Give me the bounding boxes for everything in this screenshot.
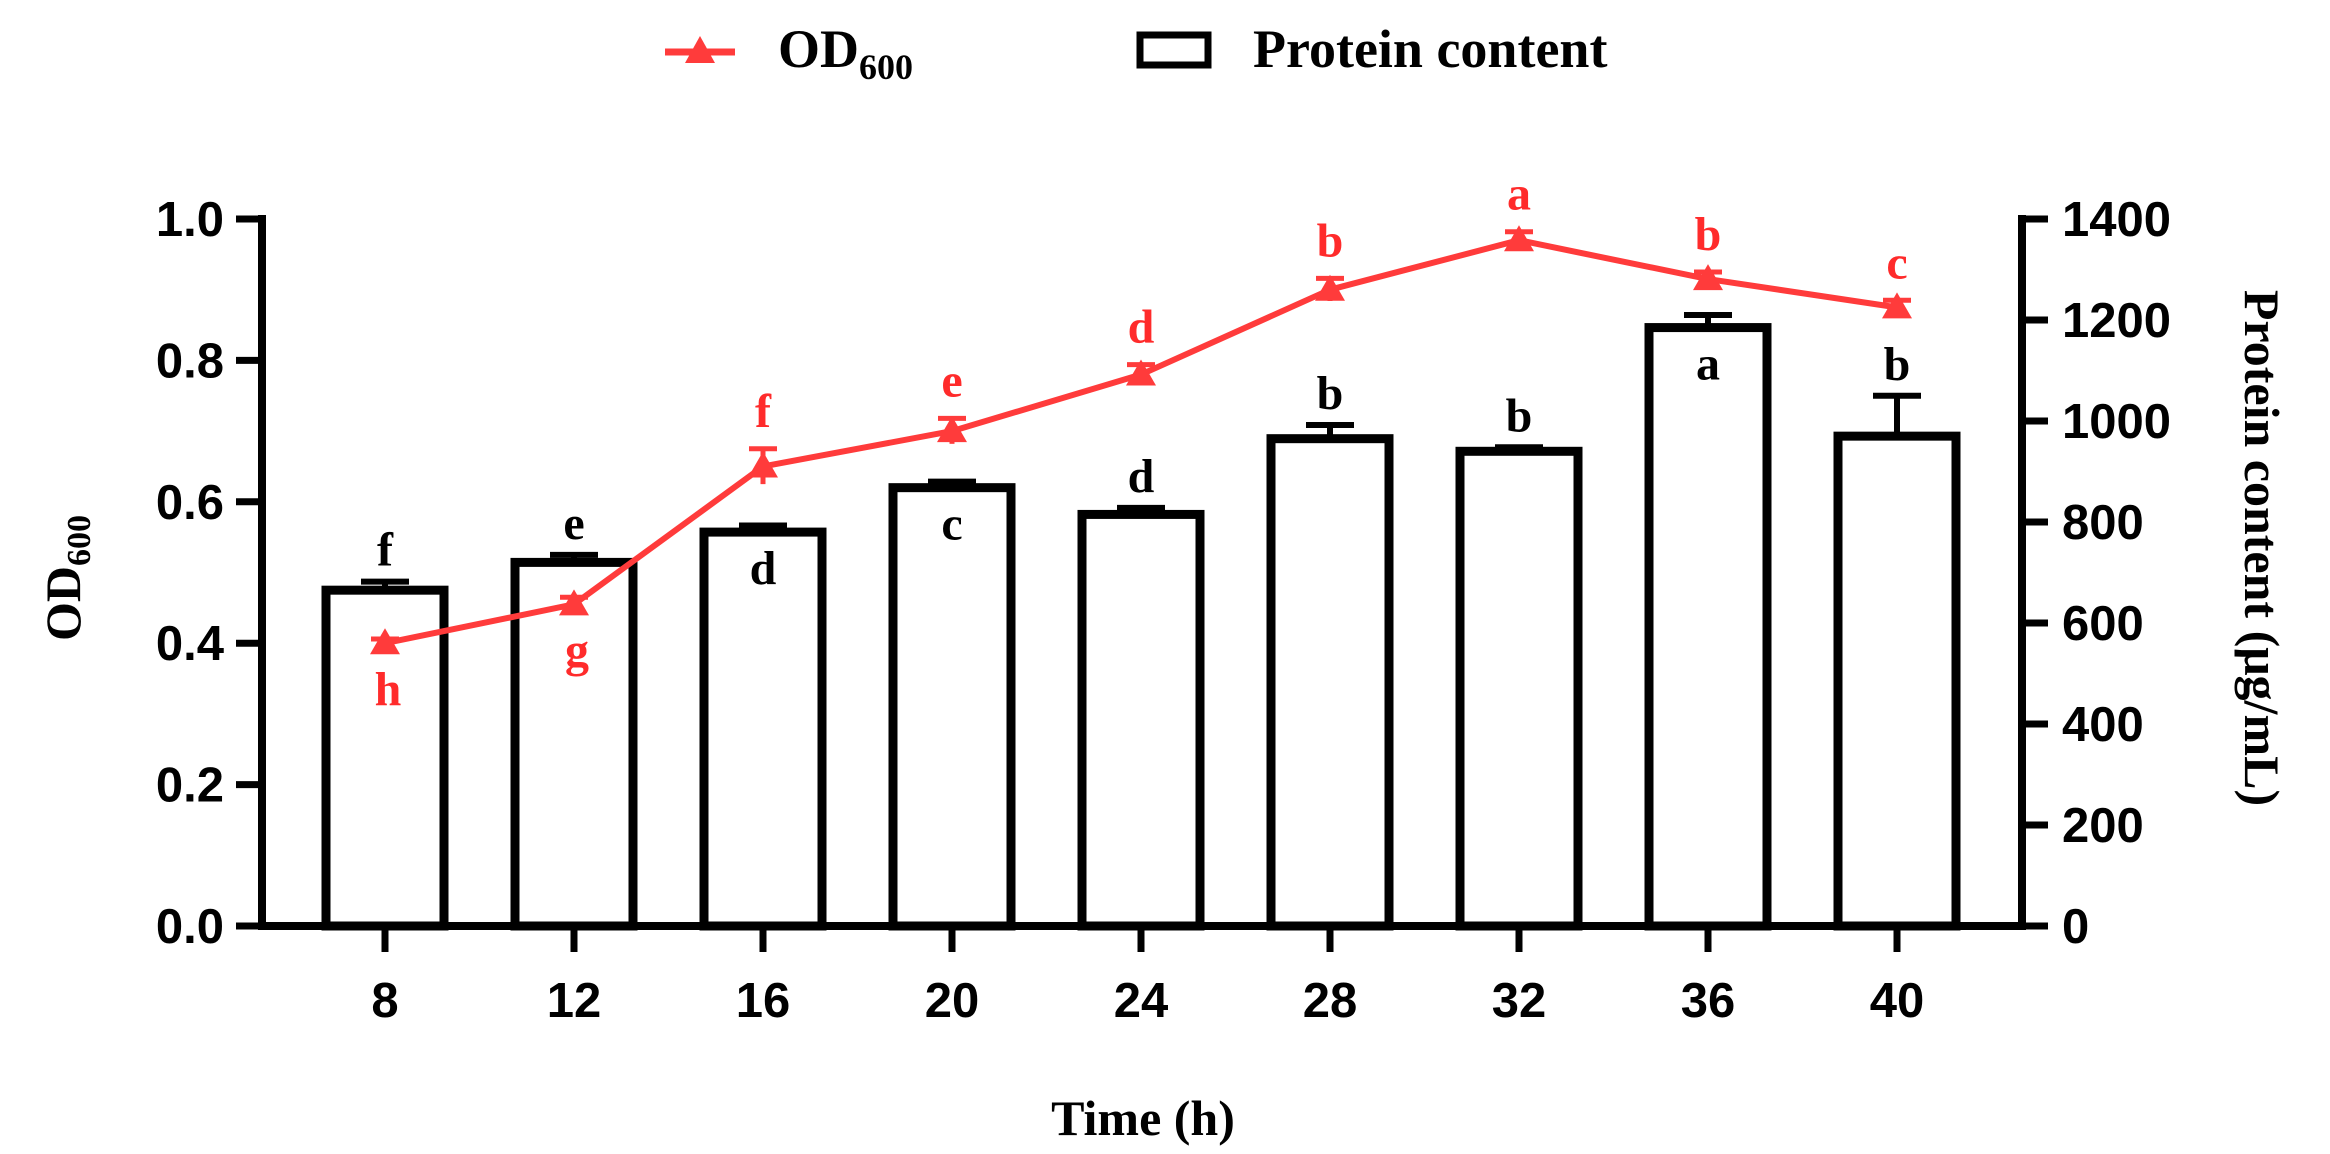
- right-axis-tick-label: 1400: [2062, 193, 2171, 247]
- x-axis-tick-label: 40: [1870, 974, 1925, 1028]
- od600-significance-letter: b: [1317, 214, 1344, 267]
- plot-area: f e d c d b b a b 0.0 0.2 0.4 0.6 0.8 1.0 0 200 400 600 800…: [156, 168, 2171, 1028]
- left-axis-tick-label: 0.8: [156, 334, 224, 388]
- x-axis-tick-label: 12: [547, 974, 602, 1028]
- protein-significance-letter: c: [941, 498, 962, 551]
- od600-significance-letter: a: [1507, 168, 1531, 221]
- od600-significance-letter: e: [941, 354, 962, 407]
- protein-significance-letter: f: [377, 524, 394, 577]
- od600-point-40h: [1882, 292, 1912, 319]
- od600-point-8h: [370, 628, 400, 655]
- od600-significance-letter: b: [1695, 208, 1722, 261]
- left-axis-tick-label: 0.2: [156, 759, 224, 813]
- protein-bar-24h: [1077, 509, 1205, 931]
- od600-significance-letter: g: [565, 624, 589, 677]
- x-axis-tick-label: 20: [925, 974, 980, 1028]
- protein-bar-28h: [1266, 434, 1394, 931]
- protein-bar-36h: [1644, 323, 1772, 931]
- od600-significance-letter: h: [375, 663, 402, 716]
- od600-point-24h: [1126, 359, 1156, 386]
- od600-point-20h: [937, 416, 967, 443]
- protein-bar-16h: [699, 527, 827, 931]
- right-axis-title: Protein content (μg/mL): [2234, 290, 2290, 806]
- right-axis-tick-label: 0: [2062, 900, 2089, 954]
- od600-point-28h: [1315, 274, 1345, 301]
- od600-point-12h: [559, 589, 589, 616]
- left-axis-tick-label: 1.0: [156, 193, 224, 247]
- x-axis-title: Time (h): [1051, 1090, 1235, 1146]
- od600-significance-letter: f: [755, 385, 772, 438]
- protein-significance-letter: d: [750, 542, 777, 595]
- od600-point-36h: [1693, 264, 1723, 291]
- left-axis-tick-label: 0.4: [156, 617, 224, 671]
- od600-point-32h: [1504, 225, 1534, 252]
- protein-significance-letter: b: [1884, 338, 1911, 391]
- right-axis-tick-label: 600: [2062, 597, 2144, 651]
- right-axis-tick-label: 1000: [2062, 395, 2171, 449]
- x-axis-tick-label: 36: [1681, 974, 1736, 1028]
- legend-protein-label: Protein content: [1253, 19, 1607, 79]
- protein-bar-20h: [888, 483, 1016, 931]
- right-axis-tick-label: 200: [2062, 799, 2144, 853]
- od600-significance-letter: d: [1128, 301, 1155, 354]
- protein-bar-12h: [510, 557, 638, 931]
- x-axis-tick-label: 32: [1492, 974, 1547, 1028]
- right-axis-tick-label: 800: [2062, 496, 2144, 550]
- legend: OD600 Protein content: [665, 19, 1607, 87]
- od600-significance-letter: c: [1886, 236, 1907, 289]
- legend-protein-swatch: [1136, 31, 1212, 69]
- right-axis-tick-label: 1200: [2062, 294, 2171, 348]
- protein-significance-letter: d: [1128, 450, 1155, 503]
- legend-od-marker: [685, 36, 715, 63]
- left-axis-tick-label: 0.6: [156, 476, 224, 530]
- od600-point-16h: [748, 451, 778, 478]
- x-axis-tick-label: 16: [736, 974, 791, 1028]
- left-axis-title: OD600: [35, 515, 98, 641]
- protein-bar-32h: [1455, 446, 1583, 931]
- x-axis-tick-label: 28: [1303, 974, 1358, 1028]
- x-axis-tick-label: 8: [371, 974, 398, 1028]
- protein-significance-letter: a: [1696, 338, 1720, 391]
- x-axis-tick-label: 24: [1114, 974, 1169, 1028]
- protein-significance-letter: b: [1317, 367, 1344, 420]
- left-axis-tick-label: 0.0: [156, 900, 224, 954]
- protein-bar-40h: [1833, 431, 1961, 931]
- legend-od-label: OD600: [778, 19, 913, 87]
- protein-significance-letter: e: [563, 497, 584, 550]
- protein-significance-letter: b: [1506, 389, 1533, 442]
- right-axis-tick-label: 400: [2062, 698, 2144, 752]
